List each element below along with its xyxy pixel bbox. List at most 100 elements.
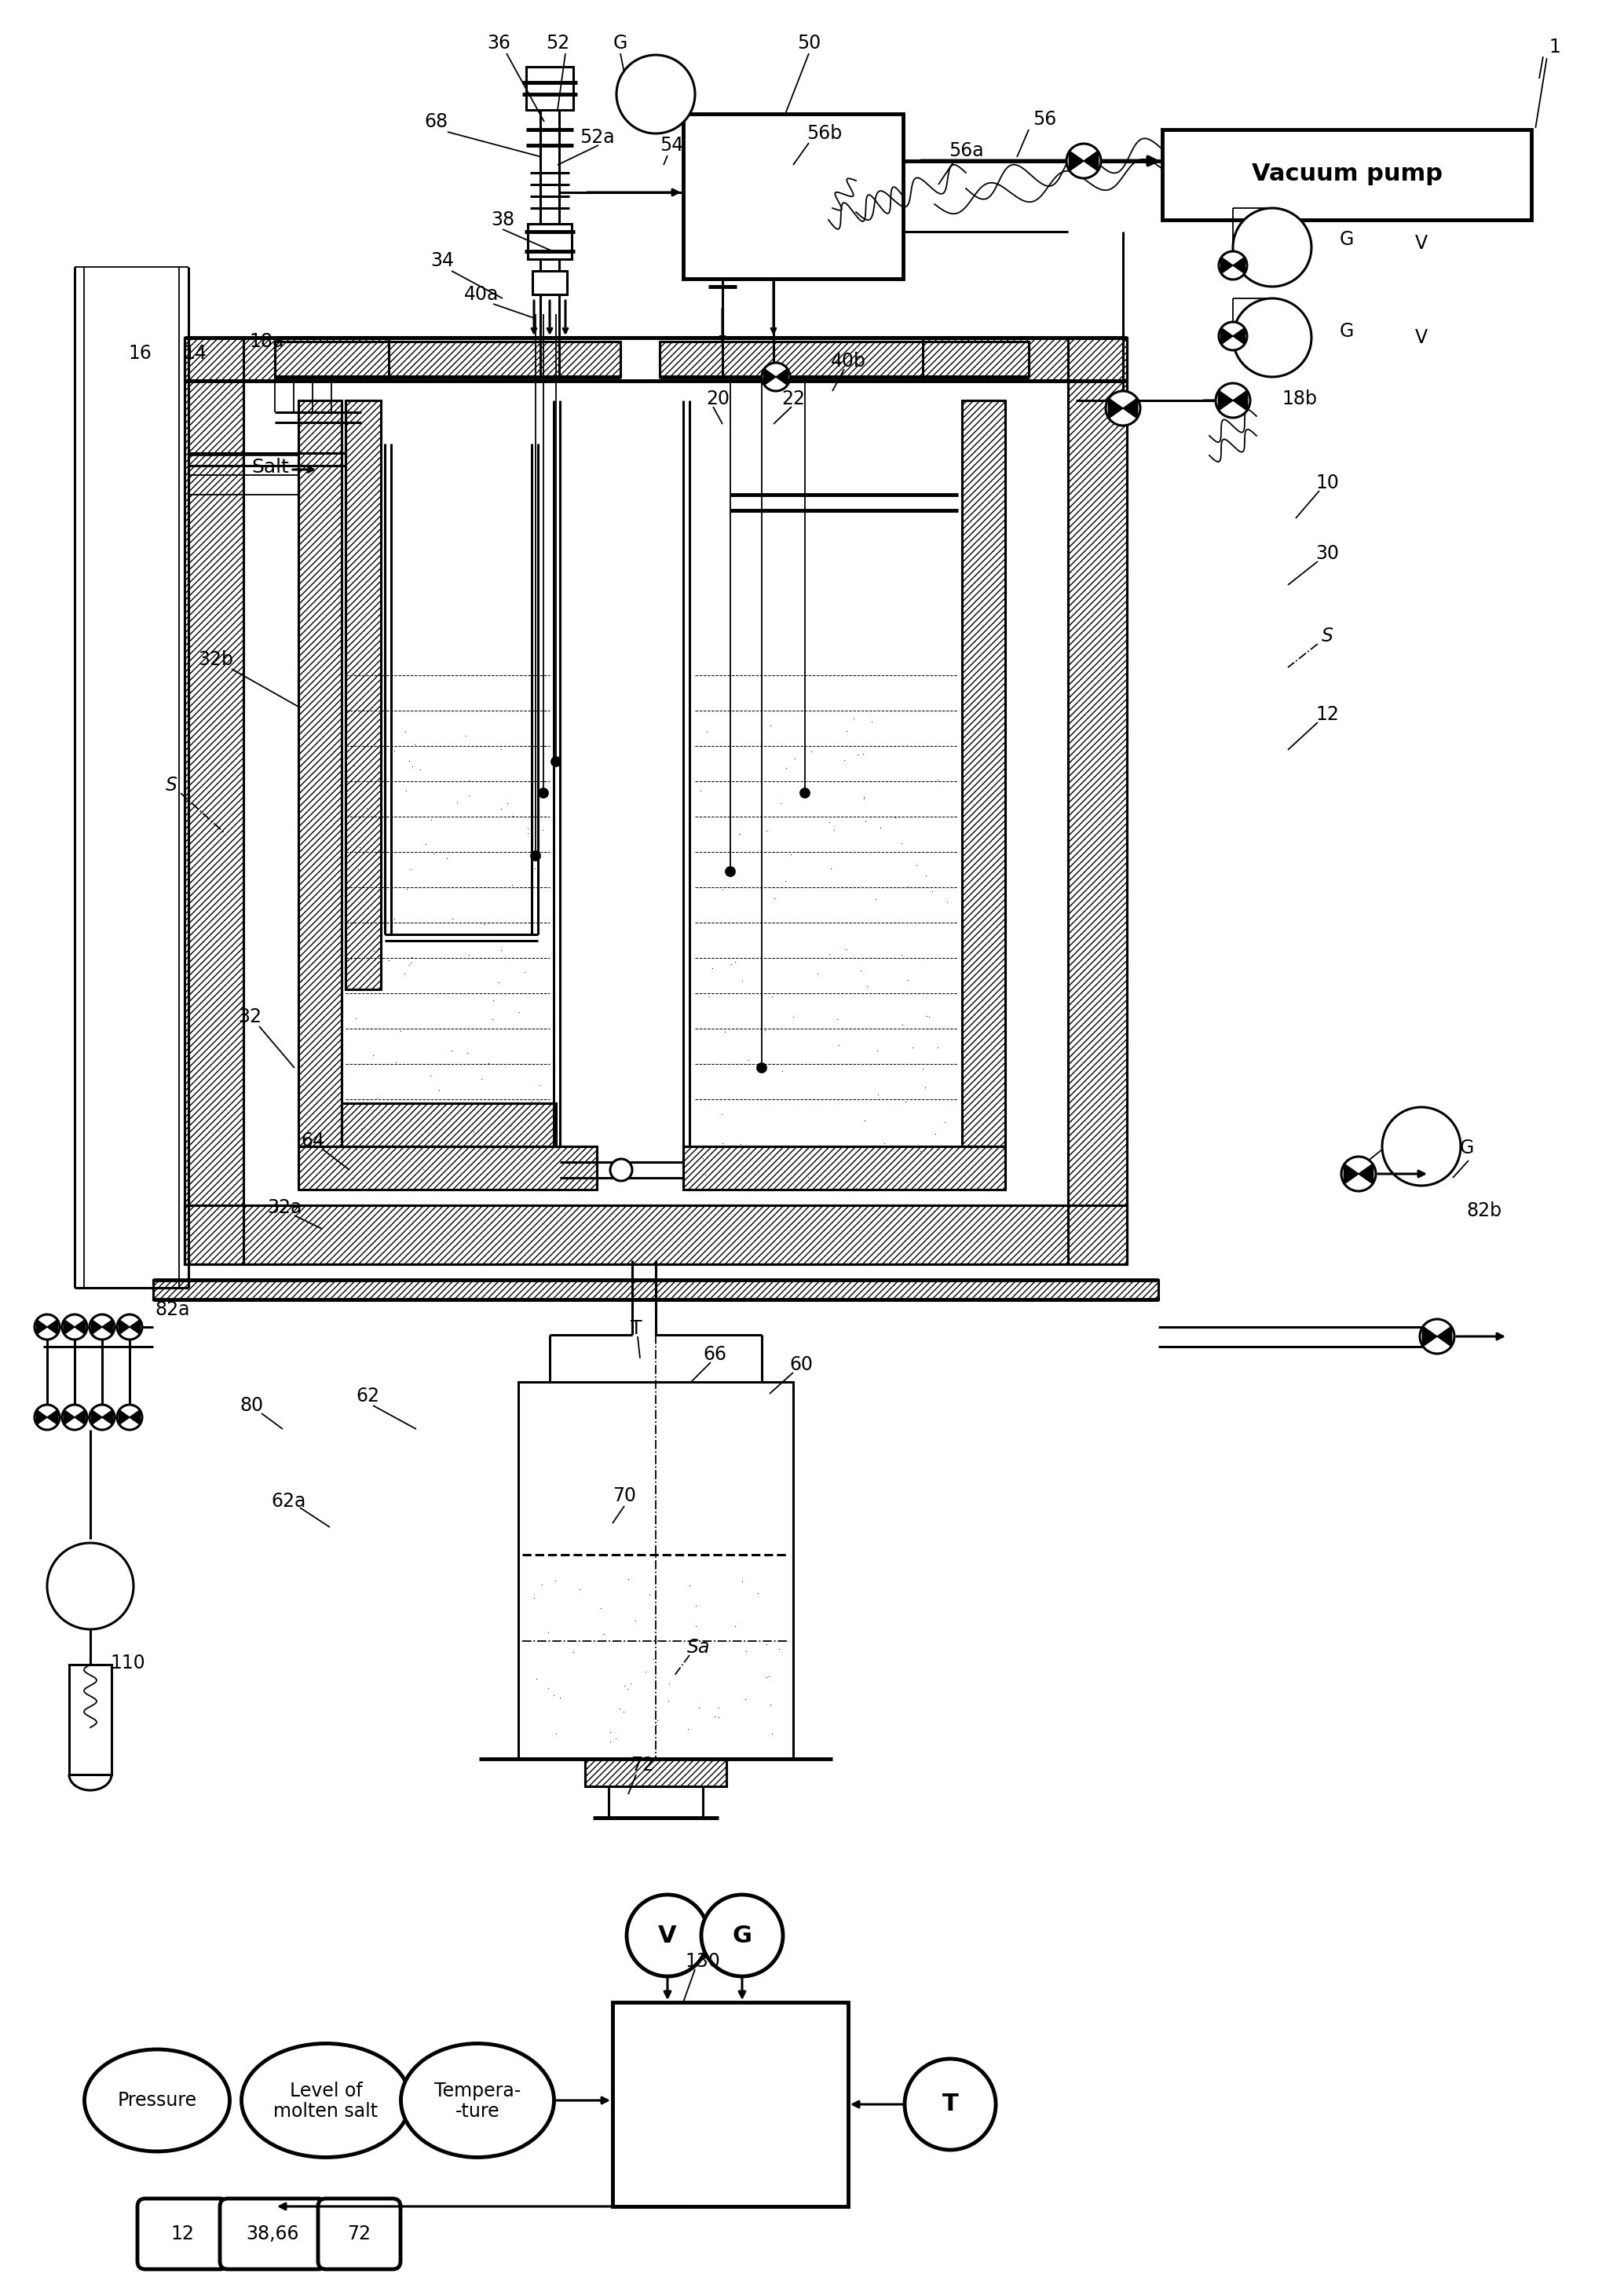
Polygon shape xyxy=(1108,399,1122,419)
Polygon shape xyxy=(47,1320,58,1334)
Bar xyxy=(346,401,382,990)
Polygon shape xyxy=(130,1320,140,1334)
Circle shape xyxy=(34,1405,60,1430)
Polygon shape xyxy=(63,1410,75,1426)
Bar xyxy=(922,337,1127,380)
Circle shape xyxy=(117,1313,143,1339)
Polygon shape xyxy=(1233,257,1246,273)
Polygon shape xyxy=(47,1410,58,1426)
Circle shape xyxy=(702,1895,783,1976)
Text: 12: 12 xyxy=(1315,706,1338,724)
Ellipse shape xyxy=(242,2044,411,2157)
Polygon shape xyxy=(1423,1327,1437,1348)
Circle shape xyxy=(531,850,541,860)
Polygon shape xyxy=(1069,151,1083,172)
Polygon shape xyxy=(36,1410,47,1426)
Text: Sa: Sa xyxy=(687,1639,711,1657)
Circle shape xyxy=(627,1895,708,1976)
Text: 72: 72 xyxy=(348,2226,370,2244)
Text: 110: 110 xyxy=(110,1653,146,1673)
Text: Tempera-: Tempera- xyxy=(434,2081,521,2099)
Polygon shape xyxy=(75,1320,86,1334)
Polygon shape xyxy=(63,1320,75,1334)
Text: 40a: 40a xyxy=(464,284,499,305)
Text: 130: 130 xyxy=(685,1953,721,1971)
Text: 40b: 40b xyxy=(830,351,866,371)
Text: 34: 34 xyxy=(430,252,453,270)
Circle shape xyxy=(1233,209,1312,286)
Polygon shape xyxy=(91,1410,102,1426)
Text: 52a: 52a xyxy=(580,128,614,147)
Text: 82b: 82b xyxy=(1466,1201,1502,1219)
Circle shape xyxy=(1218,321,1247,351)
Bar xyxy=(961,401,1005,1146)
Circle shape xyxy=(617,55,695,133)
Text: 56: 56 xyxy=(1033,110,1056,128)
Circle shape xyxy=(89,1313,115,1339)
Text: 62: 62 xyxy=(356,1387,380,1405)
Text: 32b: 32b xyxy=(198,651,234,669)
Text: 50: 50 xyxy=(797,34,820,53)
Text: Pressure: Pressure xyxy=(117,2090,197,2111)
Text: 38: 38 xyxy=(490,211,515,229)
Circle shape xyxy=(62,1313,88,1339)
Circle shape xyxy=(62,1405,88,1430)
Text: V: V xyxy=(1415,328,1427,346)
Bar xyxy=(684,1146,1005,1190)
Circle shape xyxy=(551,756,560,766)
Text: 12: 12 xyxy=(171,2226,193,2244)
Text: 72: 72 xyxy=(630,1756,654,1774)
Bar xyxy=(274,342,620,376)
Text: V: V xyxy=(658,1923,677,1946)
Text: 64: 64 xyxy=(300,1132,325,1151)
Text: 20: 20 xyxy=(706,390,729,408)
Bar xyxy=(299,1146,598,1190)
Bar xyxy=(153,1279,1158,1300)
Circle shape xyxy=(757,1063,767,1073)
Text: 52: 52 xyxy=(546,34,570,53)
Bar xyxy=(299,401,341,1146)
Polygon shape xyxy=(102,1410,112,1426)
Text: G: G xyxy=(1460,1139,1475,1157)
Polygon shape xyxy=(1221,328,1233,344)
Polygon shape xyxy=(1218,390,1233,410)
Text: G: G xyxy=(1340,321,1354,342)
Text: 30: 30 xyxy=(1315,543,1338,564)
Circle shape xyxy=(34,1313,60,1339)
Text: 36: 36 xyxy=(487,34,510,53)
Polygon shape xyxy=(1122,399,1138,419)
Bar xyxy=(612,2003,848,2207)
Bar xyxy=(185,1206,1127,1265)
Text: 22: 22 xyxy=(781,390,806,408)
Text: Salt: Salt xyxy=(252,458,289,477)
Polygon shape xyxy=(130,1410,140,1426)
Polygon shape xyxy=(91,1320,102,1334)
Circle shape xyxy=(611,1160,632,1180)
Text: 82a: 82a xyxy=(156,1300,190,1320)
Polygon shape xyxy=(75,1410,86,1426)
Text: 60: 60 xyxy=(789,1355,812,1375)
Polygon shape xyxy=(1221,257,1233,273)
Polygon shape xyxy=(119,1320,130,1334)
FancyBboxPatch shape xyxy=(219,2198,326,2269)
Circle shape xyxy=(801,788,810,798)
Circle shape xyxy=(1419,1320,1455,1355)
Text: G: G xyxy=(732,1923,752,1946)
Text: 32: 32 xyxy=(239,1008,261,1027)
FancyBboxPatch shape xyxy=(138,2198,227,2269)
Text: Level of: Level of xyxy=(289,2081,362,2099)
Text: 70: 70 xyxy=(612,1488,637,1506)
Bar xyxy=(70,1664,112,1774)
Text: 16: 16 xyxy=(128,344,151,362)
Bar xyxy=(1069,337,1127,1265)
Text: 66: 66 xyxy=(703,1345,726,1364)
Circle shape xyxy=(1106,392,1140,426)
Text: 1: 1 xyxy=(1549,37,1561,57)
Circle shape xyxy=(1382,1107,1460,1185)
Text: 38,66: 38,66 xyxy=(245,2226,299,2244)
Bar xyxy=(526,66,573,110)
Circle shape xyxy=(89,1405,115,1430)
Bar xyxy=(585,1758,726,1785)
Polygon shape xyxy=(1437,1327,1452,1348)
Text: 18a: 18a xyxy=(250,332,284,351)
